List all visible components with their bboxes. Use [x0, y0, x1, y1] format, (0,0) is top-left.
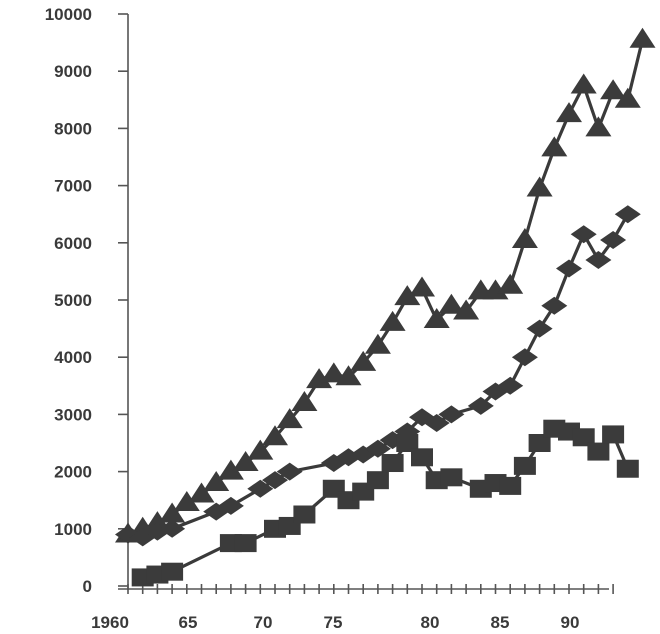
y-tick-label: 9000	[54, 62, 92, 81]
data-point-triangle	[629, 27, 656, 48]
x-tick-label: 80	[421, 613, 440, 632]
data-point-triangle	[541, 136, 568, 157]
data-point-square	[366, 471, 389, 490]
data-point-triangle	[600, 79, 627, 100]
y-tick-label: 3000	[54, 405, 92, 424]
series-square	[131, 419, 639, 587]
data-point-diamond	[541, 296, 568, 315]
data-point-square	[616, 459, 639, 478]
x-tick-label: 90	[561, 613, 580, 632]
data-point-triangle	[511, 227, 538, 248]
x-tick-label: 85	[491, 613, 510, 632]
data-point-triangle	[570, 73, 597, 94]
data-point-square	[411, 448, 433, 467]
data-point-square	[440, 468, 463, 487]
data-point-square	[396, 434, 419, 452]
data-point-triangle	[379, 310, 406, 331]
y-tick-label: 7000	[54, 177, 92, 196]
y-ticks: 0 1000 2000 3000 4000 5000 6000 7000 8000 9000 100…	[45, 5, 128, 596]
data-point-triangle	[276, 408, 303, 429]
data-point-square	[572, 428, 595, 447]
data-point-triangle	[262, 425, 288, 446]
data-point-square	[602, 425, 625, 444]
data-point-triangle	[394, 285, 421, 306]
data-point-diamond	[438, 405, 465, 424]
data-point-diamond	[247, 479, 274, 498]
data-point-triangle	[614, 87, 641, 108]
series-group	[115, 27, 656, 587]
data-point-diamond	[526, 319, 553, 338]
data-point-diamond	[556, 259, 582, 278]
data-point-triangle	[364, 333, 391, 354]
data-point-diamond	[467, 396, 494, 415]
data-point-diamond	[497, 376, 524, 395]
data-point-diamond	[600, 230, 627, 249]
data-point-square	[293, 505, 316, 524]
data-point-square	[499, 476, 522, 495]
x-tick-label: 1960	[91, 613, 129, 632]
data-point-square	[234, 534, 257, 553]
y-tick-label: 10000	[45, 5, 92, 24]
data-point-diamond	[364, 439, 391, 458]
data-point-triangle	[423, 308, 450, 329]
data-point-diamond	[159, 519, 186, 538]
y-tick-label: 2000	[54, 463, 92, 482]
data-point-triangle	[497, 273, 524, 294]
data-point-triangle	[556, 102, 582, 123]
y-tick-label: 5000	[54, 291, 92, 310]
data-point-diamond	[585, 250, 612, 269]
data-point-triangle	[159, 502, 186, 523]
y-tick-label: 8000	[54, 119, 92, 138]
data-point-triangle	[335, 365, 362, 386]
data-point-square	[587, 442, 610, 461]
data-point-triangle	[306, 368, 333, 389]
data-point-triangle	[453, 299, 480, 320]
data-point-triangle	[320, 362, 347, 383]
data-point-triangle	[482, 279, 509, 300]
x-ticks: 1960 65 70 75 80 85 90	[91, 584, 614, 632]
data-point-triangle	[217, 459, 244, 480]
y-tick-label: 6000	[54, 234, 92, 253]
data-point-diamond	[570, 225, 597, 244]
data-point-triangle	[188, 482, 215, 503]
data-point-diamond	[511, 348, 538, 367]
y-tick-label: 0	[83, 577, 92, 596]
y-tick-label: 1000	[54, 520, 92, 539]
x-tick-label: 70	[254, 613, 273, 632]
y-tick-label: 4000	[54, 348, 92, 367]
data-point-triangle	[585, 116, 612, 137]
data-point-triangle	[247, 439, 274, 460]
data-point-diamond	[217, 496, 244, 515]
data-point-triangle	[409, 276, 435, 297]
data-point-triangle	[526, 176, 553, 197]
x-tick-label: 65	[179, 613, 198, 632]
data-point-square	[161, 562, 184, 581]
data-point-square	[513, 456, 536, 475]
data-point-triangle	[438, 293, 465, 314]
x-tick-label: 75	[324, 613, 343, 632]
data-point-triangle	[173, 491, 200, 512]
data-point-diamond	[614, 205, 641, 224]
data-point-triangle	[350, 350, 377, 371]
series-triangle	[115, 27, 656, 543]
data-point-triangle	[232, 451, 259, 472]
data-point-triangle	[291, 390, 318, 411]
data-point-diamond	[262, 471, 288, 490]
data-point-square	[528, 434, 551, 452]
data-point-triangle	[203, 471, 230, 492]
data-point-square	[381, 454, 404, 473]
series-diamond	[115, 205, 641, 547]
data-point-diamond	[423, 413, 450, 432]
data-point-diamond	[276, 462, 303, 481]
